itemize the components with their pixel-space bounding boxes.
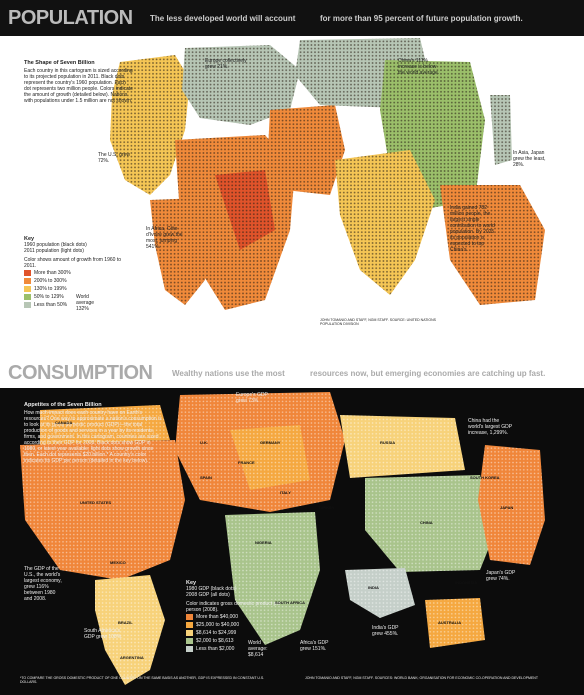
country-label: SOUTH KOREA	[470, 475, 500, 480]
country-label: FRANCE	[238, 460, 255, 465]
key-title: Key	[24, 236, 35, 242]
annotation: The GDP of the U.S., the world's largest…	[24, 566, 62, 602]
legend-item: 200% to 300%	[24, 277, 124, 285]
title: CONSUMPTION	[8, 362, 153, 384]
annotation: Europe's GDP grew 73%.	[236, 392, 268, 404]
country-label: TURKEY	[318, 505, 335, 510]
annotation: Japan's GDP grew 74%.	[486, 570, 516, 582]
key-text: 2011 population (light dots)	[24, 248, 84, 254]
legend: More than 300% 200% to 300% 130% to 199% 50…	[24, 269, 124, 309]
annotation: India gained 782 million people, the lar…	[450, 205, 495, 253]
annotation: Europe collectively grew 21%.	[205, 58, 247, 70]
intro-title: Appetites of the Seven Billion	[24, 402, 102, 408]
subtitle: resources now, but emerging economies ar…	[310, 369, 546, 378]
country-label: RUSSIA	[380, 440, 396, 445]
annotation: The U.S. grew 72%.	[98, 152, 130, 164]
country-label: U.K.	[200, 440, 208, 445]
intro-text: How much impact does each country have o…	[24, 410, 162, 464]
legend-item: $25,000 to $40,000	[186, 621, 286, 629]
population-header-band	[0, 0, 584, 36]
legend-item: More than 300%	[24, 269, 124, 277]
key-text: 1980 GDP (black dots)	[186, 586, 237, 592]
country-label: ARGENTINA	[120, 655, 144, 660]
legend-swatch	[186, 646, 193, 652]
legend-swatch	[24, 270, 31, 276]
legend-item: 130% to 199%	[24, 285, 124, 293]
legend-label: $2,000 to $8,613	[196, 638, 234, 644]
legend-label: 50% to 129%	[34, 294, 64, 300]
population-map	[110, 38, 545, 310]
country-label: SOUTH AFRICA	[275, 600, 306, 605]
legend-swatch	[186, 614, 193, 620]
legend-swatch	[24, 302, 31, 308]
credits: JOHN TOMANIO AND STAFF, NGM STAFF. SOURC…	[305, 676, 538, 680]
legend-item: $8,614 to $24,999	[186, 629, 286, 637]
country-label: ITALY	[280, 490, 291, 495]
country-label: GERMANY	[260, 440, 281, 445]
subtitle: for more than 95 percent of future popul…	[320, 14, 523, 23]
world-average: World average: $8,614	[248, 640, 268, 658]
legend-swatch	[24, 286, 31, 292]
subtitle: Wealthy nations use the most	[172, 369, 285, 378]
legend-swatch	[186, 622, 193, 628]
annotation: South America's GDP grew 108%.	[84, 628, 123, 640]
legend: More than $40,000 $25,000 to $40,000 $8,61…	[186, 613, 286, 653]
country-label: MEXICO	[110, 560, 126, 565]
world-average: World average 132%	[76, 294, 95, 312]
legend-label: 130% to 199%	[34, 286, 67, 292]
legend-label: Less than 50%	[34, 302, 68, 308]
legend-item: Less than 50%	[24, 301, 124, 309]
country-label: SPAIN	[200, 475, 212, 480]
legend-label: Less than $2,000	[196, 646, 235, 652]
legend-item: 50% to 129%	[24, 293, 124, 301]
subtitle: The less developed world will account	[150, 14, 296, 23]
key: Key 1960 population (black dots) 2011 po…	[24, 236, 124, 312]
annotation: In Africa, Côte d'Ivoire grew the most, …	[146, 226, 183, 250]
country-label: UNITED STATES	[80, 500, 112, 505]
legend-swatch	[24, 294, 31, 300]
legend-label: $25,000 to $40,000	[196, 622, 240, 628]
legend-swatch	[186, 630, 193, 636]
key-text: Color indicates gross domestic product p…	[186, 601, 281, 613]
country-label: AUSTRALIA	[438, 620, 462, 625]
legend-label: More than $40,000	[196, 614, 238, 620]
country-label: JAPAN	[500, 505, 514, 510]
footnote: *TO COMPARE THE GROSS DOMESTIC PRODUCT O…	[20, 676, 265, 684]
key-text: 1960 population (black dots)	[24, 242, 87, 248]
annotation: India's GDP grew 455%.	[372, 625, 399, 637]
key-title: Key	[186, 580, 197, 586]
legend-label: $8,614 to $24,999	[196, 630, 237, 636]
annotation: In Asia, Japan grew the least, 28%.	[513, 150, 546, 168]
country-label: CANADA	[55, 420, 73, 425]
key-text: 2008 GDP (all dots)	[186, 592, 230, 598]
legend-swatch	[186, 638, 193, 644]
country-label: INDONESIA	[455, 580, 478, 585]
intro-text: Each country in this cartogram is sized …	[24, 68, 133, 104]
legend-item: Less than $2,000	[186, 645, 286, 653]
intro-title: The Shape of Seven Billion	[24, 60, 95, 66]
legend-label: 200% to 300%	[34, 278, 67, 284]
key: Key 1980 GDP (black dots) 2008 GDP (all …	[186, 580, 286, 658]
country-label: INDIA	[368, 585, 379, 590]
annotation: Africa's GDP grew 151%.	[300, 640, 329, 652]
country-label: NIGERIA	[255, 540, 272, 545]
country-label: CHINA	[420, 520, 433, 525]
country-label: BRAZIL	[118, 620, 133, 625]
credits: JOHN TOMANIO AND STAFF, NGM STAFF. SOURC…	[320, 318, 436, 326]
legend-swatch	[24, 278, 31, 284]
legend-item: $2,000 to $8,613	[186, 637, 286, 645]
title: POPULATION	[8, 7, 133, 29]
key-text: Color shows amount of growth from 1960 t…	[24, 257, 121, 269]
legend-label: More than 300%	[34, 270, 71, 276]
legend-item: More than $40,000	[186, 613, 286, 621]
annotation: China's 111% increase is below the world…	[398, 58, 440, 76]
annotation: China had the world's largest GDP increa…	[468, 418, 512, 436]
consumption-map	[20, 392, 545, 685]
